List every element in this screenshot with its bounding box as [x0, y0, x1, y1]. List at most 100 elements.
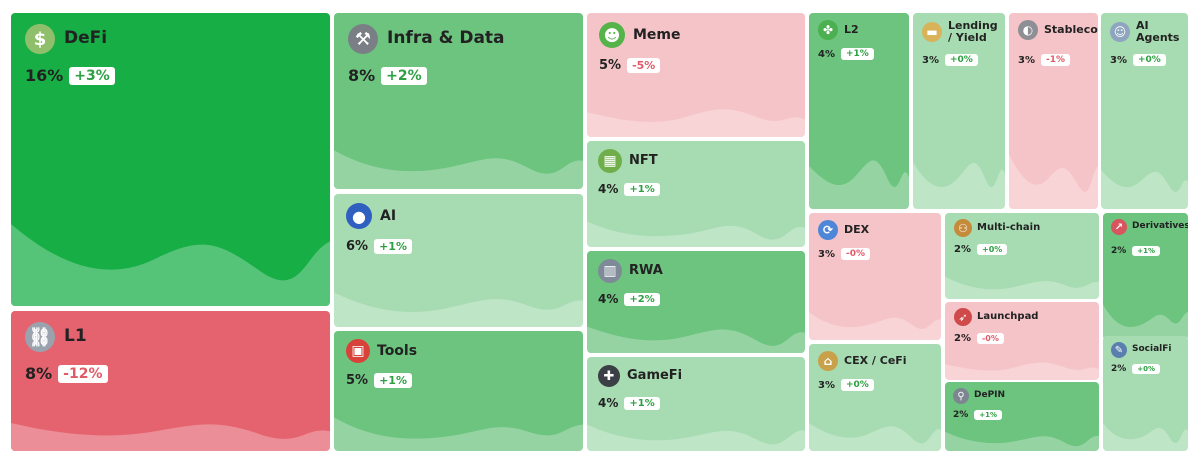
share-value: 3% [1018, 54, 1035, 66]
tile-rwa[interactable]: ▥ RWA 4% +2% [587, 251, 805, 353]
tile-l2[interactable]: ✤ L2 4% +1% [809, 13, 909, 209]
tile-label: AI [380, 207, 397, 224]
change-badge: +1% [374, 373, 412, 388]
gamepad-icon: ✚ [598, 365, 620, 387]
tile-header: ✤ L2 [818, 20, 859, 40]
tile-nft[interactable]: ▦ NFT 4% +1% [587, 141, 805, 247]
tile-cex-cefi[interactable]: ⌂ CEX / CeFi 3% +0% [809, 344, 941, 451]
frog-icon: ☻ [599, 22, 625, 48]
coin-icon: ◐ [1018, 20, 1038, 40]
area-sparkline [809, 312, 941, 340]
area-sparkline [334, 417, 583, 451]
share-value: 4% [818, 48, 835, 60]
tile-label: Tools [377, 342, 418, 359]
tile-header: ↗ Derivatives [1111, 219, 1188, 235]
tile-label: Stablecoin [1044, 23, 1098, 37]
area-sparkline [1103, 423, 1188, 451]
chain-link-icon: ⛓ [25, 322, 55, 352]
building-icon: ▥ [598, 259, 622, 283]
tile-depin[interactable]: ⚲ DePIN 2% +1% [945, 382, 1099, 451]
tile-gamefi[interactable]: ✚ GameFi 4% +1% [587, 357, 805, 451]
share-value: 2% [1111, 364, 1127, 374]
change-badge: -1% [1040, 54, 1070, 66]
change-badge: +0% [976, 244, 1008, 255]
share-value: 2% [953, 410, 969, 420]
area-sparkline [945, 362, 1099, 380]
share-value: 2% [954, 333, 971, 344]
tile-stats: 5% -5% [599, 58, 661, 73]
swap-icon: ⟳ [818, 220, 838, 240]
share-value: 2% [1111, 246, 1127, 256]
tile-label: CEX / CeFi [844, 354, 907, 368]
tile-l1[interactable]: ⛓ L1 8% -12% [11, 311, 330, 451]
tile-stablecoin[interactable]: ◐ Stablecoin 3% -1% [1009, 13, 1098, 209]
speech-icon: ✎ [1111, 342, 1127, 358]
tile-launchpad[interactable]: ➶ Launchpad 2% -0% [945, 302, 1099, 380]
puzzle-icon: ✤ [818, 20, 838, 40]
tile-header: ▦ NFT [598, 149, 658, 173]
area-sparkline [1009, 154, 1098, 209]
area-sparkline [11, 223, 330, 306]
area-sparkline [587, 326, 805, 353]
tile-label: DePIN [974, 390, 1006, 401]
area-sparkline [913, 161, 1005, 209]
tile-header: ● AI [346, 203, 396, 229]
tile-ai-agents[interactable]: ☺ AI Agents 3% +0% [1101, 13, 1188, 209]
tile-stats: 2% +0% [1111, 364, 1161, 374]
tile-ai[interactable]: ● AI 6% +1% [334, 194, 583, 327]
change-badge: +0% [1132, 54, 1166, 66]
area-sparkline [945, 431, 1099, 451]
share-value: 8% [348, 66, 376, 85]
tile-label: Meme [633, 26, 681, 43]
tile-tools[interactable]: ▣ Tools 5% +1% [334, 331, 583, 451]
change-badge: -12% [58, 364, 108, 383]
area-sparkline [809, 160, 909, 209]
tile-stats: 2% +1% [953, 410, 1003, 420]
tile-header: ⌂ CEX / CeFi [818, 351, 907, 371]
tile-socialfi[interactable]: ✎ SocialFi 2% +0% [1103, 336, 1188, 451]
tile-defi[interactable]: $ DeFi 16% +3% [11, 13, 330, 306]
tile-stats: 3% +0% [922, 54, 978, 66]
area-sparkline [587, 221, 805, 247]
bank-icon: ⌂ [818, 351, 838, 371]
change-badge: +3% [69, 66, 115, 85]
tile-stats: 3% -1% [1018, 54, 1070, 66]
tile-label: SocialFi [1132, 344, 1172, 355]
tile-label: Multi-chain [977, 221, 1041, 233]
tile-label: AI Agents [1136, 19, 1180, 44]
share-value: 3% [1110, 54, 1127, 66]
tile-meme[interactable]: ☻ Meme 5% -5% [587, 13, 805, 137]
money-bag-icon: $ [25, 24, 55, 54]
tile-dex[interactable]: ⟳ DEX 3% -0% [809, 213, 941, 340]
tile-derivatives[interactable]: ↗ Derivatives 2% +1% [1103, 213, 1188, 340]
share-value: 16% [25, 66, 64, 85]
tile-header: ☻ Meme [599, 22, 681, 48]
change-badge: +1% [840, 48, 874, 60]
tile-label: L2 [844, 23, 859, 37]
area-sparkline [1101, 169, 1188, 209]
tile-header: ⚲ DePIN [953, 388, 1005, 404]
share-value: 4% [598, 292, 619, 306]
tile-lending-yield[interactable]: ▬ Lending / Yield 3% +0% [913, 13, 1005, 209]
tile-label: DEX [844, 223, 870, 237]
area-sparkline [945, 276, 1099, 299]
tile-infra-data[interactable]: ⚒ Infra & Data 8% +2% [334, 13, 583, 189]
people-icon: ⚇ [954, 219, 972, 237]
tile-stats: 4% +2% [598, 292, 660, 306]
tile-stats: 3% +0% [818, 379, 874, 391]
tile-multi-chain[interactable]: ⚇ Multi-chain 2% +0% [945, 213, 1099, 299]
tile-header: ◐ Stablecoin [1018, 20, 1098, 40]
area-sparkline [11, 423, 330, 451]
tile-header: ▣ Tools [346, 339, 417, 363]
tile-label: RWA [629, 263, 663, 279]
tile-header: ⛓ L1 [25, 322, 87, 352]
share-value: 6% [346, 239, 369, 254]
tile-header: ➶ Launchpad [954, 308, 1038, 326]
share-value: 3% [922, 54, 939, 66]
share-value: 5% [599, 58, 622, 73]
share-value: 2% [954, 244, 971, 255]
share-value: 4% [598, 396, 619, 410]
tile-header: $ DeFi [25, 24, 107, 54]
area-sparkline [809, 423, 941, 451]
